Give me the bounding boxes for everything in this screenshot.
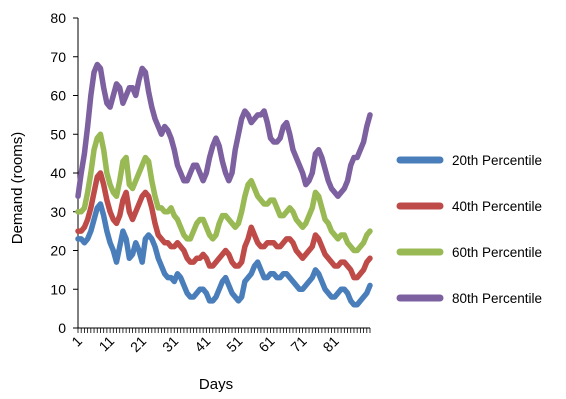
y-tick-label: 20	[50, 243, 66, 259]
x-tick-label: 31	[159, 333, 181, 355]
y-tick-label: 30	[50, 204, 66, 220]
legend-label: 40th Percentile	[452, 199, 542, 214]
legend: 20th Percentile 40th Percentile 60th Perce…	[396, 153, 542, 306]
legend-label: 80th Percentile	[452, 291, 542, 306]
series-line-2	[75, 170, 373, 281]
y-tick-label: 40	[50, 165, 66, 181]
x-tick-label: 51	[223, 333, 245, 355]
series-line-1	[75, 201, 373, 308]
x-tick-label: 21	[127, 333, 149, 355]
y-tick-label: 80	[50, 10, 66, 26]
x-axis-title: Days	[199, 376, 233, 393]
x-tick-label: 61	[255, 333, 277, 355]
x-tick-label: 41	[191, 333, 213, 355]
legend-label: 60th Percentile	[452, 245, 542, 260]
series-lines	[75, 61, 373, 308]
y-axis-title: Demand (rooms)	[9, 132, 26, 245]
x-tick-label: 1	[68, 333, 85, 350]
x-tick-label: 71	[287, 333, 309, 355]
series-line-4	[75, 61, 373, 199]
y-tick-label: 60	[50, 88, 66, 104]
y-tick-label: 50	[50, 126, 66, 142]
x-tick-label: 81	[319, 333, 341, 355]
y-tick-label: 0	[58, 320, 66, 336]
y-tick-label: 70	[50, 49, 66, 65]
y-tick-label: 10	[50, 281, 66, 297]
y-ticks: 0 10 20 30 40 50 60 70 80	[50, 10, 78, 336]
x-ticks: 1 11 21 31 41 51 61 71 81	[68, 328, 371, 355]
series-line-3	[75, 131, 373, 254]
legend-label: 20th Percentile	[452, 153, 542, 168]
x-tick-label: 11	[96, 333, 118, 355]
